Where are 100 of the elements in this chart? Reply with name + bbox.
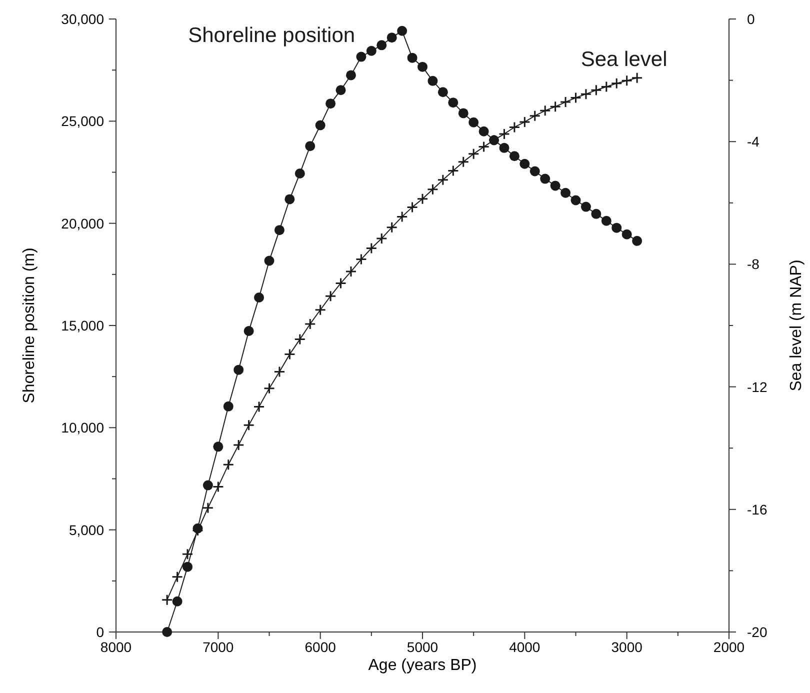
point	[550, 100, 562, 112]
point	[600, 80, 612, 92]
point	[212, 480, 224, 492]
point	[345, 266, 357, 278]
point	[253, 400, 265, 412]
point	[346, 70, 356, 80]
point	[437, 174, 449, 186]
y2-tick-label: -20	[747, 624, 768, 640]
point	[336, 85, 346, 96]
point	[222, 458, 234, 470]
point	[386, 32, 397, 43]
x-axis-title: Age (years BP)	[368, 657, 477, 674]
point	[468, 117, 479, 128]
point	[397, 26, 408, 36]
x-tick-label: 2000	[713, 639, 745, 655]
point	[326, 98, 336, 109]
point	[560, 96, 572, 108]
point	[540, 174, 550, 184]
y-tick-label: 10,000	[61, 420, 104, 436]
point	[314, 304, 326, 316]
point	[264, 256, 274, 266]
y2-tick-label: -16	[747, 501, 768, 518]
point	[428, 76, 438, 86]
point	[376, 232, 388, 244]
point	[610, 78, 622, 90]
point	[304, 318, 316, 330]
point	[305, 141, 316, 152]
point	[621, 74, 633, 86]
point	[529, 110, 541, 122]
point	[162, 627, 172, 637]
point	[223, 401, 234, 412]
point	[448, 98, 458, 108]
point	[601, 216, 612, 226]
point	[315, 120, 326, 130]
point	[264, 382, 275, 394]
point	[590, 84, 602, 96]
point	[418, 62, 428, 72]
point	[438, 87, 448, 98]
point	[509, 151, 520, 162]
point	[172, 571, 184, 583]
point	[274, 366, 286, 378]
point	[478, 141, 490, 153]
point	[254, 292, 264, 303]
x-tick-label: 5000	[406, 639, 438, 655]
x-tick-label: 7000	[202, 639, 234, 655]
point	[366, 46, 376, 56]
point	[550, 180, 560, 191]
point	[508, 121, 520, 133]
y2-tick-label: -8	[747, 256, 760, 272]
point	[294, 168, 305, 178]
point	[366, 242, 378, 254]
point	[580, 88, 592, 100]
point	[182, 548, 194, 560]
point	[498, 128, 510, 140]
y-tick-label: 30,000	[61, 11, 104, 27]
point	[406, 201, 418, 213]
x-tick-label: 4000	[509, 639, 540, 655]
point	[631, 72, 643, 84]
point	[518, 116, 530, 128]
point	[355, 254, 367, 266]
point	[274, 225, 284, 236]
point	[202, 480, 213, 490]
point	[213, 442, 224, 452]
y2-tick-label: 0	[747, 11, 755, 27]
point	[407, 52, 418, 63]
point	[324, 290, 336, 302]
y-tick-label: 15,000	[61, 318, 104, 334]
point	[539, 104, 551, 116]
point	[560, 188, 571, 198]
point	[447, 164, 459, 176]
point	[335, 277, 347, 289]
point	[622, 229, 632, 240]
point	[284, 194, 295, 204]
x-tick-label: 6000	[304, 639, 336, 655]
point	[234, 364, 244, 375]
point	[580, 202, 591, 212]
y-tick-label: 25,000	[61, 113, 104, 130]
point	[591, 208, 602, 219]
point	[161, 594, 173, 606]
point	[632, 236, 642, 246]
series-label: Shoreline position	[188, 24, 356, 47]
point	[294, 334, 306, 346]
x-tick-label: 8000	[100, 639, 132, 655]
point	[530, 166, 540, 176]
x-tick-label: 3000	[611, 639, 643, 655]
point	[570, 92, 582, 104]
y-axis-title: Shoreline position (m)	[21, 248, 38, 404]
point	[232, 439, 244, 451]
point	[426, 184, 438, 196]
point	[396, 210, 408, 222]
point	[478, 126, 489, 136]
y2-tick-label: -4	[747, 134, 760, 150]
y-tick-label: 0	[96, 624, 104, 640]
y2-axis-title: Sea level (m NAP)	[788, 260, 805, 392]
point	[468, 148, 480, 160]
point	[284, 348, 296, 360]
point	[612, 222, 622, 233]
point	[570, 195, 581, 206]
point	[416, 193, 428, 205]
point	[458, 108, 468, 118]
